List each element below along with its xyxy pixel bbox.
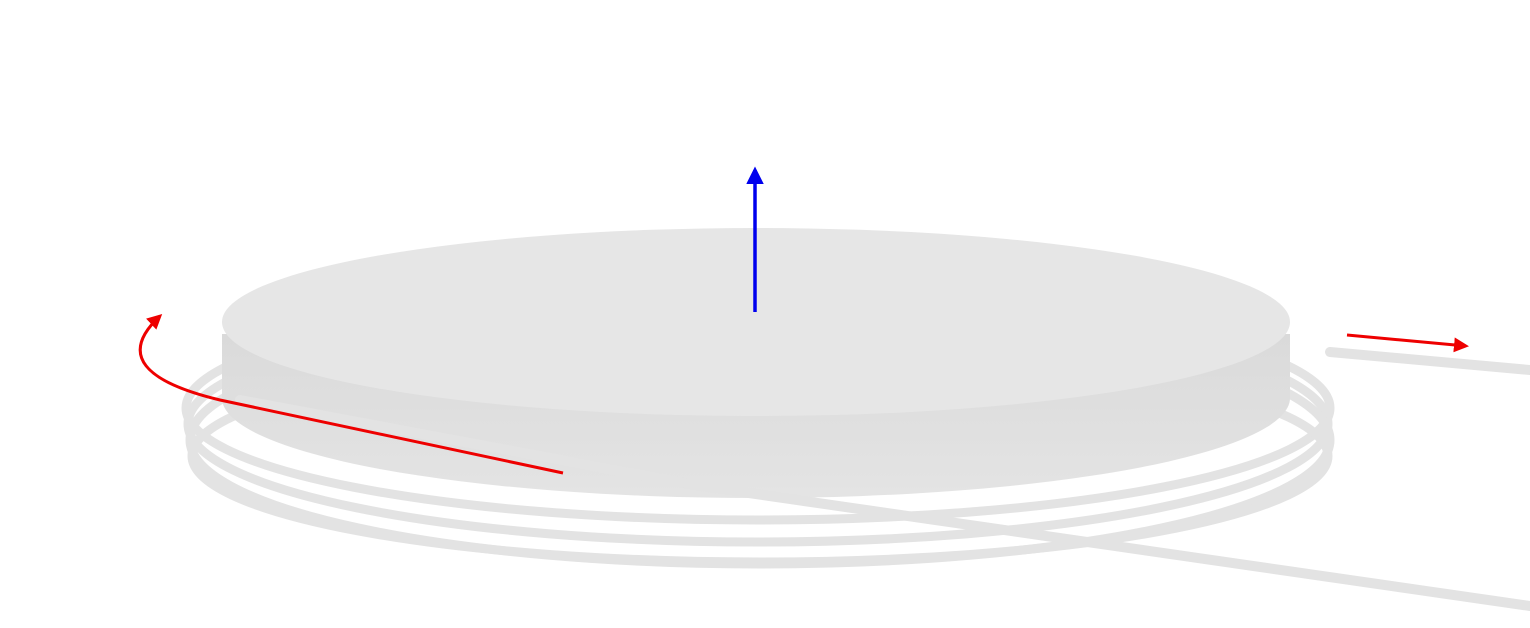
- disk-top: [222, 228, 1290, 416]
- lead-wire-lower: [235, 395, 1530, 611]
- direction-arrow: [1346, 333, 1469, 353]
- circulation-arrow: [138, 313, 564, 475]
- lead-wire: [235, 347, 1530, 611]
- lead-wire-upper: [1325, 347, 1530, 375]
